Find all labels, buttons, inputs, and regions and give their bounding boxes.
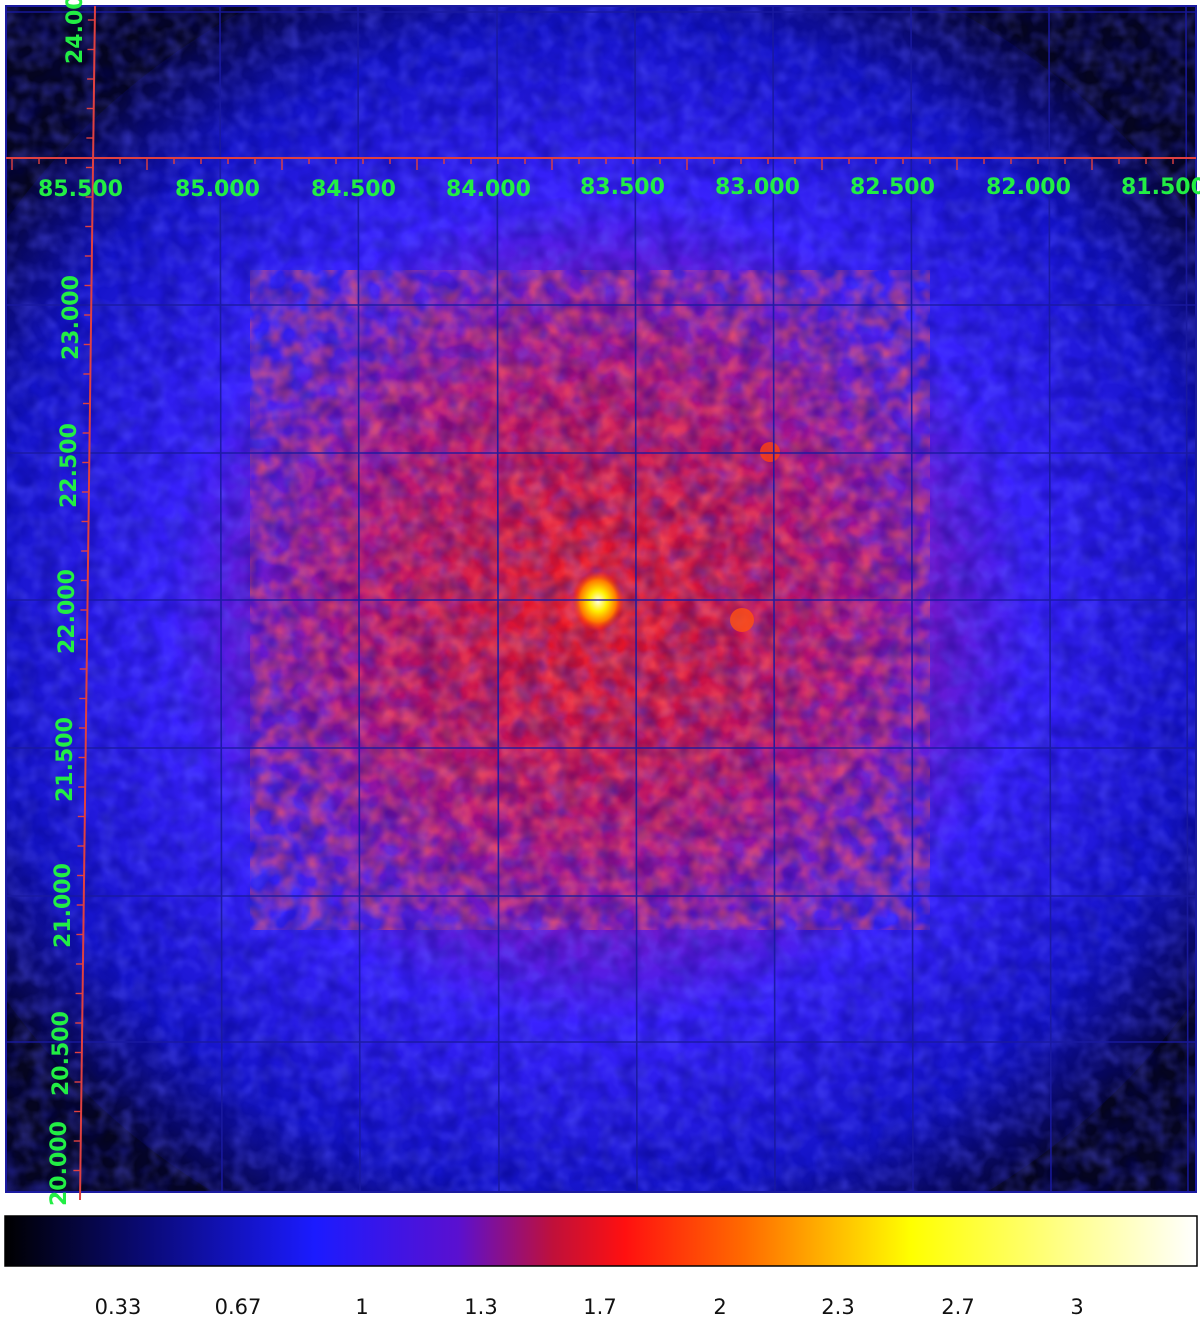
hot-spot-2 xyxy=(730,608,754,632)
hot-spot-3 xyxy=(760,442,780,462)
grid-line-ra xyxy=(910,6,914,1192)
ra-labels: 85.500 85.000 84.500 84.000 83.500 83.00… xyxy=(38,175,1200,202)
colorbar-tick: 3 xyxy=(1070,1295,1083,1319)
map-frame xyxy=(5,5,1197,1193)
colorbar-tick: 2 xyxy=(713,1295,726,1319)
bright-source xyxy=(572,571,624,631)
grid-line-ra xyxy=(219,6,223,1192)
dec-label: 21.500 xyxy=(53,717,78,802)
dec-label: 22.500 xyxy=(57,423,82,508)
dec-label: 24.000 xyxy=(63,0,88,64)
grid-line-ra xyxy=(496,6,500,1192)
sky-map: 85.500 85.000 84.500 84.000 83.500 83.00… xyxy=(5,0,1200,1206)
grid-line-ra xyxy=(1048,6,1052,1192)
colorbar-tick: 0.33 xyxy=(95,1295,142,1319)
ra-label: 82.500 xyxy=(850,175,935,200)
colorbar-tick: 1.7 xyxy=(583,1295,616,1319)
dec-axis-line xyxy=(79,5,96,1201)
colorbar-gradient xyxy=(4,1215,1198,1267)
colorbar-tick: 1 xyxy=(355,1295,368,1319)
dec-label: 23.000 xyxy=(59,275,84,360)
dec-label: 20.500 xyxy=(49,1011,74,1096)
grid-line-ra xyxy=(1185,6,1189,1192)
colorbar-tick: 2.7 xyxy=(941,1295,974,1319)
ra-label: 83.500 xyxy=(580,175,665,200)
ra-label: 81.500 xyxy=(1121,175,1200,200)
ra-label: 83.000 xyxy=(715,175,800,200)
dec-label: 21.000 xyxy=(51,863,76,948)
colorbar-tick: 1.3 xyxy=(464,1295,497,1319)
ra-label: 82.000 xyxy=(986,175,1071,200)
grid-line-ra xyxy=(772,6,776,1192)
ra-label: 85.000 xyxy=(175,177,260,202)
axis-ticks xyxy=(11,19,1174,1172)
colorbar-tick: 2.3 xyxy=(821,1295,854,1319)
dec-label: 20.000 xyxy=(47,1121,72,1206)
grid-line-ra xyxy=(634,6,638,1192)
ra-label: 85.500 xyxy=(38,177,123,202)
colorbar: 0.33 0.67 1 1.3 1.7 2 2.3 2.7 3 xyxy=(4,1215,1198,1319)
dec-labels: 24.000 23.000 22.500 22.000 21.500 21.00… xyxy=(47,0,88,1206)
ra-label: 84.500 xyxy=(311,177,396,202)
coordinate-grid xyxy=(6,6,1196,1192)
grid-line-ra xyxy=(357,6,361,1192)
ra-label: 84.000 xyxy=(446,177,531,202)
colorbar-tick: 0.67 xyxy=(215,1295,262,1319)
dec-label: 22.000 xyxy=(55,569,80,654)
colorbar-ticks: 0.33 0.67 1 1.3 1.7 2 2.3 2.7 3 xyxy=(95,1295,1084,1319)
